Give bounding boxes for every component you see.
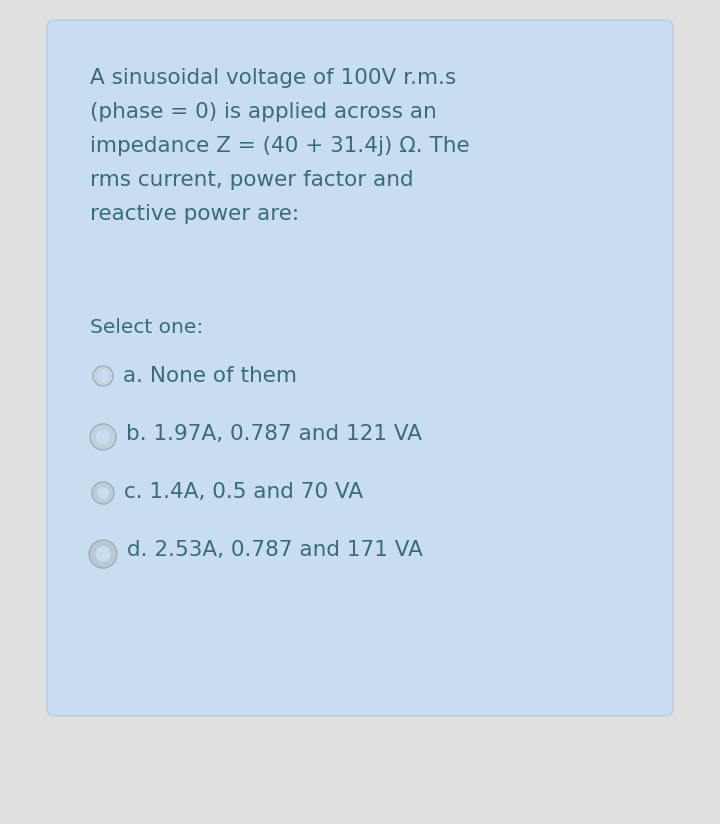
Circle shape (97, 371, 109, 382)
Text: c. 1.4A, 0.5 and 70 VA: c. 1.4A, 0.5 and 70 VA (124, 482, 363, 502)
Text: impedance Z = (40 + 31.4j) Ω. The: impedance Z = (40 + 31.4j) Ω. The (90, 136, 469, 156)
Text: d. 2.53A, 0.787 and 171 VA: d. 2.53A, 0.787 and 171 VA (127, 540, 423, 560)
Text: rms current, power factor and: rms current, power factor and (90, 170, 413, 190)
Circle shape (96, 430, 110, 444)
Text: Select one:: Select one: (90, 318, 203, 337)
Text: reactive power are:: reactive power are: (90, 204, 299, 224)
Circle shape (90, 424, 116, 450)
Text: A sinusoidal voltage of 100V r.m.s: A sinusoidal voltage of 100V r.m.s (90, 68, 456, 88)
Text: b. 1.97A, 0.787 and 121 VA: b. 1.97A, 0.787 and 121 VA (126, 424, 422, 444)
Circle shape (89, 540, 117, 568)
Text: a. None of them: a. None of them (123, 366, 297, 386)
Circle shape (95, 546, 111, 562)
Text: (phase = 0) is applied across an: (phase = 0) is applied across an (90, 102, 437, 122)
Circle shape (93, 366, 113, 386)
Circle shape (97, 487, 109, 499)
Circle shape (92, 482, 114, 504)
FancyBboxPatch shape (47, 20, 673, 716)
